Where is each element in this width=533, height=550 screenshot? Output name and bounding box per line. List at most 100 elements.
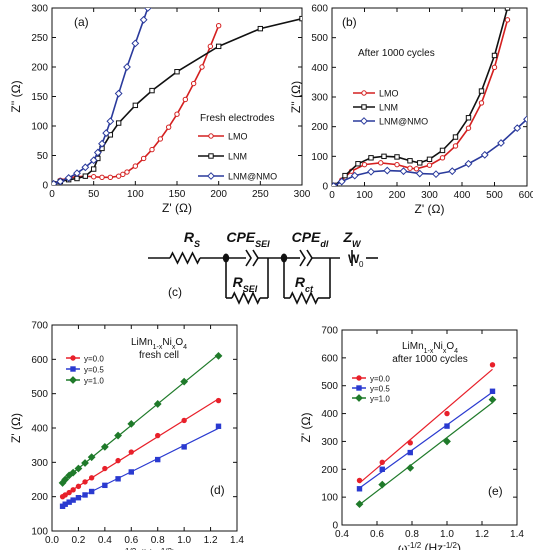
data-point <box>355 394 363 402</box>
data-point <box>114 89 123 98</box>
text-part: CPE <box>226 229 255 245</box>
x-tick-label: 0 <box>329 190 335 201</box>
data-point <box>415 169 424 178</box>
data-point <box>82 173 89 179</box>
circuit-label: RSEI <box>233 274 258 294</box>
data-point <box>208 153 214 159</box>
data-point <box>491 64 498 71</box>
data-point <box>464 159 473 168</box>
data-point <box>215 397 222 404</box>
data-point <box>174 111 180 117</box>
data-point <box>64 174 73 182</box>
data-point <box>407 440 413 446</box>
cpe-symbol <box>299 249 306 267</box>
legend-label: y=0.5 <box>370 385 390 394</box>
panel-label: (d) <box>210 483 225 497</box>
data-point <box>139 15 148 24</box>
data-point <box>361 104 367 110</box>
resistor-symbol <box>289 291 319 305</box>
subscript: x <box>172 344 176 351</box>
series-lnm-nmo <box>52 8 152 185</box>
y-tick-label: 700 <box>321 326 338 337</box>
data-point <box>350 171 359 180</box>
data-point <box>399 167 408 176</box>
subscript: x <box>443 348 447 355</box>
data-point <box>88 475 95 481</box>
data-point <box>432 170 440 179</box>
panel-label: (a) <box>74 15 89 29</box>
subscript: 1-x <box>153 344 163 351</box>
data-point <box>355 161 361 167</box>
x-tick-label: 1.0 <box>177 535 191 546</box>
data-point <box>82 492 88 498</box>
data-point <box>90 166 97 172</box>
superscript: -1/2 <box>407 541 421 550</box>
data-point <box>208 133 214 139</box>
data-point <box>406 463 415 472</box>
data-point <box>82 479 88 485</box>
data-point <box>128 449 134 455</box>
panel-label: (b) <box>342 15 357 29</box>
plot-frame <box>341 329 518 526</box>
series-lnm-nmo <box>332 115 527 186</box>
data-point <box>114 431 122 440</box>
x-tick-label: 0.6 <box>124 535 138 546</box>
data-point <box>75 494 82 501</box>
x-tick-label: 1.4 <box>230 535 244 546</box>
data-point <box>157 136 164 142</box>
x-tick-label: 0.8 <box>405 529 419 540</box>
legend-label: y=0.0 <box>84 355 104 364</box>
data-point <box>127 419 136 428</box>
data-point <box>75 483 82 490</box>
data-point <box>417 160 423 166</box>
subscript: SEI <box>255 239 270 249</box>
subscript: S <box>194 239 200 249</box>
y-tick-label: 400 <box>31 424 48 435</box>
y-tick-label: 400 <box>311 63 328 74</box>
series-line <box>53 8 149 185</box>
data-point <box>215 43 222 50</box>
legend-label: LNM@NMO <box>228 172 277 182</box>
text-part: Ni <box>162 337 171 348</box>
data-point <box>448 167 457 176</box>
series-y-1-0 <box>355 395 497 509</box>
x-tick-label: 1.2 <box>475 529 489 540</box>
data-point <box>52 179 58 185</box>
annotation-formula: LiMn1-xNixO4 <box>131 337 187 351</box>
legend-label: y=0.5 <box>84 366 104 375</box>
data-point <box>124 169 130 175</box>
text-part: Ni <box>433 341 442 352</box>
plot-area <box>355 362 497 509</box>
plot-frame <box>51 7 303 186</box>
data-point <box>165 124 172 130</box>
legend-label: LMO <box>228 132 248 142</box>
y-axis-label: Z' (Ω) <box>299 413 313 443</box>
superscript: -1/2 <box>122 547 136 550</box>
x-axis-label: Z' (Ω) <box>162 201 192 215</box>
text-part: LiMn <box>402 341 424 352</box>
data-point <box>215 23 222 29</box>
y-tick-label: 200 <box>31 63 48 74</box>
y-tick-label: 0 <box>332 521 338 532</box>
panel-b-impedance-after-cycles: 0 100 200 300 400 500 600 0 100 200 300 400 500 600 Z'… <box>289 4 533 217</box>
data-point <box>361 161 368 168</box>
x-tick-label: 1.4 <box>510 529 524 540</box>
fit-line <box>62 398 219 497</box>
series-line <box>334 8 509 186</box>
data-point <box>497 139 505 147</box>
x-axis-label: Z' (Ω) <box>415 202 445 216</box>
data-point <box>181 417 187 424</box>
data-point <box>132 163 139 169</box>
data-point <box>367 167 375 176</box>
data-point <box>478 100 485 106</box>
data-point <box>356 477 363 484</box>
data-point <box>98 139 106 148</box>
data-point <box>73 169 81 178</box>
panel-d-warburg-fresh: 0.0 0.2 0.4 0.6 0.8 1.0 1.2 1.4 100 200 300 400 500 6… <box>9 321 244 550</box>
data-point <box>299 15 302 22</box>
data-point <box>62 492 68 498</box>
y-tick-label: 100 <box>321 493 338 504</box>
data-point <box>394 154 400 160</box>
annotation-formula: LiMn1-xNixO4 <box>402 341 458 355</box>
